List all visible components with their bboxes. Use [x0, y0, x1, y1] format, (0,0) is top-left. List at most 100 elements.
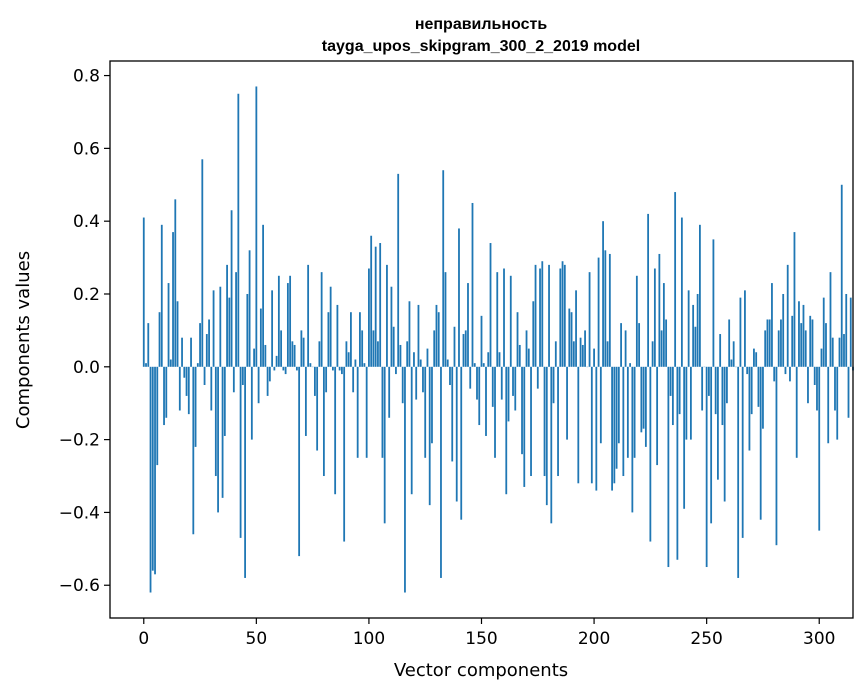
bar	[199, 323, 201, 367]
bar	[527, 348, 530, 367]
bar	[660, 330, 663, 367]
bar	[147, 323, 150, 367]
bar	[370, 235, 373, 367]
bar	[433, 330, 436, 367]
bar	[471, 202, 474, 367]
bar	[500, 366, 503, 400]
y-tick-label: 0.4	[73, 212, 100, 232]
x-tick-label: 150	[465, 629, 497, 649]
bar	[293, 344, 296, 367]
bar	[847, 366, 850, 418]
bar	[482, 363, 485, 367]
bar	[230, 210, 233, 367]
bar	[665, 319, 668, 367]
bar	[462, 334, 465, 367]
bar	[410, 366, 413, 495]
bar	[327, 312, 330, 367]
bar	[809, 315, 812, 367]
bar	[737, 366, 740, 578]
bar	[530, 366, 532, 477]
bar	[626, 366, 629, 458]
bar	[145, 363, 147, 367]
bar	[408, 301, 411, 367]
bar	[176, 301, 179, 367]
bar	[575, 290, 577, 367]
bar	[203, 366, 206, 385]
y-tick-label: 0.0	[73, 358, 100, 378]
bar	[449, 366, 451, 385]
bar	[442, 170, 445, 367]
bar	[426, 348, 429, 367]
bar	[516, 312, 519, 367]
bar	[352, 366, 355, 393]
bar	[685, 366, 688, 440]
x-tick-label: 200	[578, 629, 610, 649]
bar	[845, 293, 848, 367]
bar	[557, 366, 559, 477]
y-tick-label: −0.4	[59, 503, 100, 523]
bar	[680, 217, 683, 367]
bar	[228, 297, 231, 367]
bar	[766, 319, 769, 367]
bar	[683, 366, 686, 509]
bar	[782, 293, 785, 367]
bar	[354, 359, 357, 367]
bar	[550, 366, 553, 524]
bar	[174, 199, 177, 367]
bar	[820, 348, 823, 367]
bar	[789, 366, 791, 382]
bar	[169, 359, 172, 367]
bar	[428, 366, 431, 506]
bar	[728, 319, 731, 367]
bar	[615, 366, 618, 469]
bar	[525, 330, 528, 367]
bar	[149, 366, 152, 593]
bar	[496, 272, 499, 367]
bar	[142, 217, 145, 367]
bar	[548, 264, 550, 367]
bar	[599, 366, 602, 444]
bar	[494, 366, 496, 458]
bar	[160, 224, 163, 367]
bar	[156, 366, 159, 466]
bar	[446, 359, 449, 367]
bar	[341, 366, 343, 375]
bar	[653, 268, 656, 367]
bar	[708, 366, 710, 396]
bar	[235, 272, 237, 367]
bar	[212, 290, 215, 367]
bar	[219, 286, 222, 367]
bar	[431, 366, 433, 444]
bar	[642, 366, 645, 429]
bar	[415, 366, 418, 400]
bar	[696, 293, 699, 367]
bar	[674, 192, 677, 367]
bar	[295, 366, 298, 371]
bar	[489, 243, 492, 367]
bar	[539, 268, 541, 367]
bar	[187, 366, 190, 415]
bar	[804, 330, 807, 367]
bar	[437, 312, 440, 367]
bar	[196, 363, 199, 367]
y-tick-label: 0.6	[73, 139, 100, 159]
bar	[739, 297, 742, 367]
bar	[304, 366, 307, 436]
bar	[440, 366, 442, 578]
bar	[392, 326, 395, 367]
bar	[282, 366, 285, 371]
bar	[154, 366, 156, 575]
bar	[395, 366, 397, 375]
x-tick-label: 0	[138, 629, 149, 649]
bar	[807, 366, 809, 404]
bar	[192, 366, 195, 535]
bar	[374, 246, 377, 367]
bar	[534, 264, 537, 367]
bar	[523, 366, 526, 487]
plot-frame	[109, 60, 854, 619]
bar	[266, 366, 269, 396]
bar	[813, 366, 816, 385]
bar	[275, 355, 278, 367]
bar	[383, 366, 386, 524]
